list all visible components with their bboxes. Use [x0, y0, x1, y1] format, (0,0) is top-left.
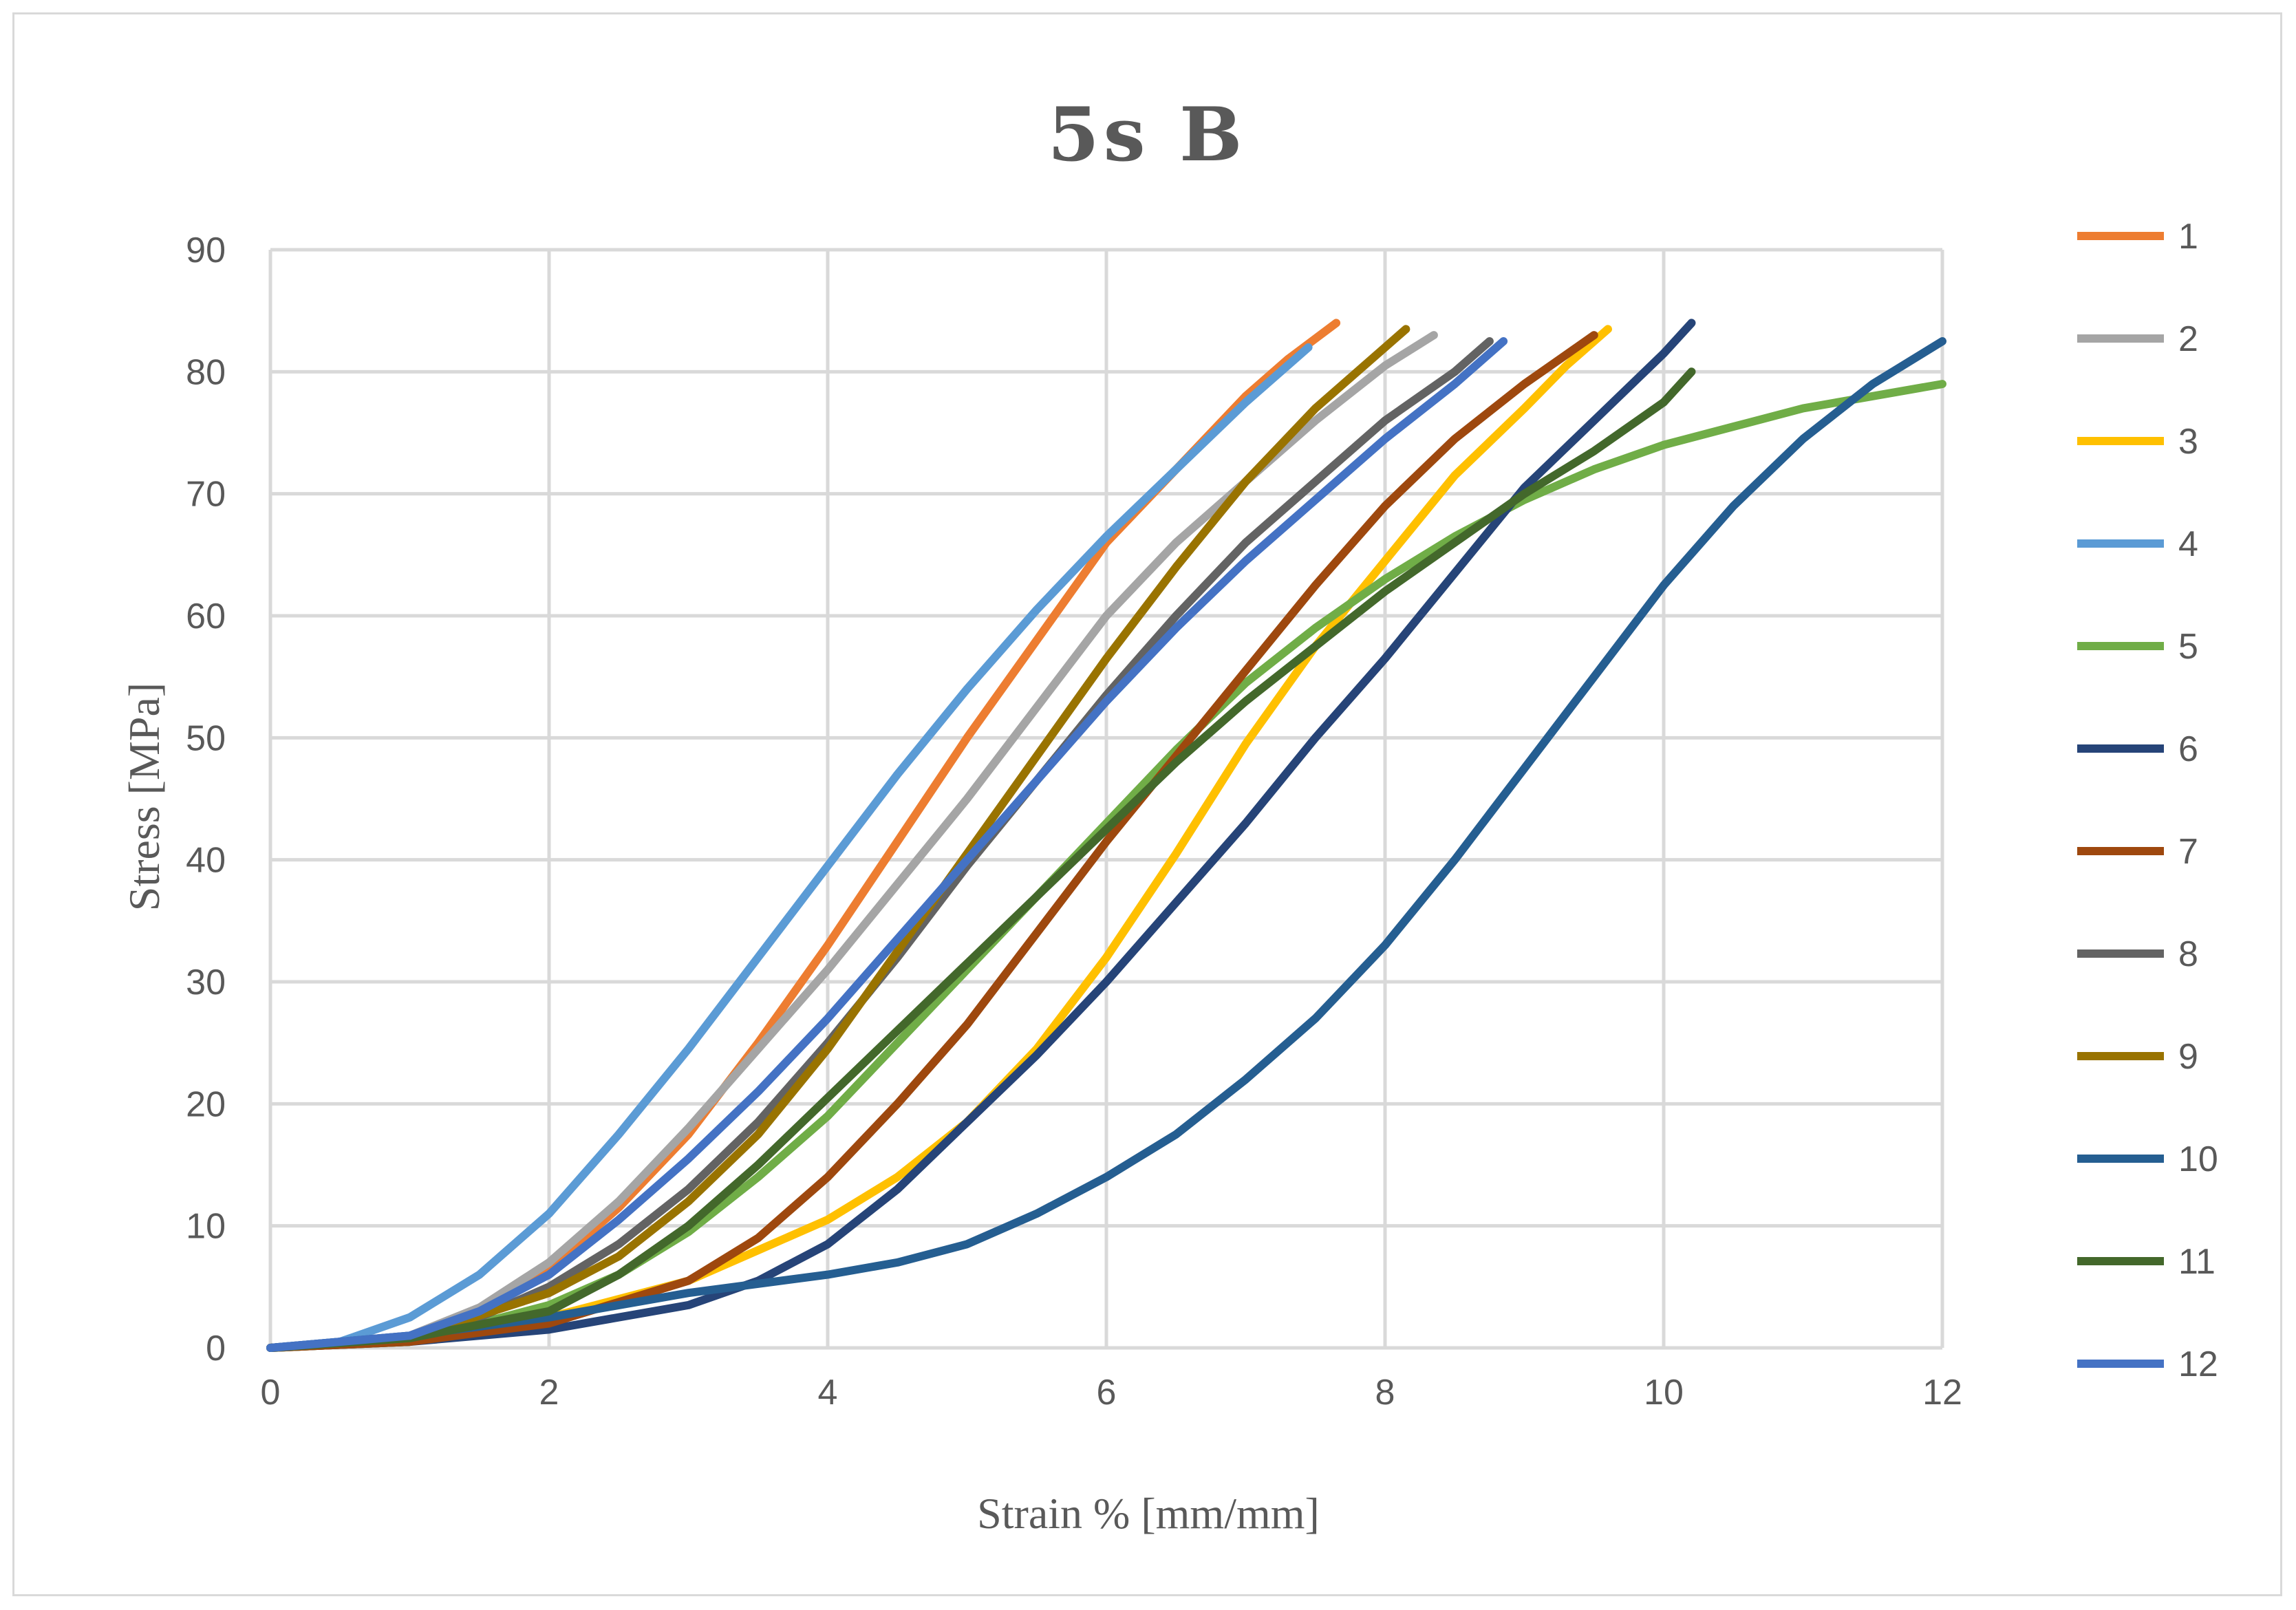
series-line-7: [266, 331, 1598, 1352]
x-tick-label-2: 2: [539, 1373, 559, 1413]
x-tick-label-0: 0: [261, 1373, 281, 1413]
x-tick-label-4: 4: [818, 1373, 838, 1413]
series-line-2: [266, 331, 1438, 1352]
gridlines: [268, 248, 1944, 1350]
legend-label-8: 8: [2178, 934, 2198, 974]
y-tick-label-30: 30: [186, 963, 226, 1002]
chart-title: 5s B: [1048, 92, 1247, 178]
legend-label-11: 11: [2178, 1242, 2215, 1282]
legend-label-4: 4: [2178, 524, 2198, 564]
legend-label-3: 3: [2178, 422, 2198, 462]
y-tick-label-10: 10: [186, 1207, 226, 1247]
series-line-6: [266, 319, 1696, 1352]
series-line-12: [266, 337, 1508, 1352]
y-tick-label-70: 70: [186, 475, 226, 515]
y-axis-ticks: 0 10 20 30 40 50 60 70 80 90: [186, 230, 226, 1368]
x-tick-label-8: 8: [1375, 1373, 1395, 1413]
series-line-11: [266, 367, 1696, 1352]
series-line-4: [266, 343, 1313, 1352]
x-tick-label-12: 12: [1922, 1373, 1962, 1413]
y-tick-label-60: 60: [186, 597, 226, 636]
x-tick-label-6: 6: [1097, 1373, 1117, 1413]
legend-label-12: 12: [2178, 1344, 2218, 1384]
series-line-8: [266, 337, 1494, 1352]
y-axis-label: Stress [MPa]: [120, 683, 169, 911]
y-tick-label-90: 90: [186, 230, 226, 270]
y-tick-label-0: 0: [206, 1329, 226, 1368]
y-tick-label-50: 50: [186, 718, 226, 758]
x-tick-label-10: 10: [1644, 1373, 1684, 1413]
y-tick-label-40: 40: [186, 841, 226, 881]
x-axis-ticks: 0 2 4 6 8 10 12: [261, 1373, 1962, 1413]
x-axis-label: Strain % [mm/mm]: [977, 1489, 1320, 1538]
series-lines: [266, 319, 1946, 1352]
legend-label-6: 6: [2178, 729, 2198, 769]
legend-label-2: 2: [2178, 319, 2198, 359]
y-tick-label-20: 20: [186, 1084, 226, 1124]
y-tick-label-80: 80: [186, 352, 226, 392]
legend-label-9: 9: [2178, 1037, 2198, 1077]
legend-label-1: 1: [2178, 217, 2198, 257]
series-line-10: [266, 337, 1946, 1352]
legend-label-5: 5: [2178, 627, 2198, 667]
legend-label-10: 10: [2178, 1139, 2218, 1179]
legend-label-7: 7: [2178, 832, 2198, 872]
chart-frame: 5s B 0 10 20 30 40 50 60 70 80 90 0 2 4 6 8 10 12 Strai…: [12, 12, 2282, 1596]
